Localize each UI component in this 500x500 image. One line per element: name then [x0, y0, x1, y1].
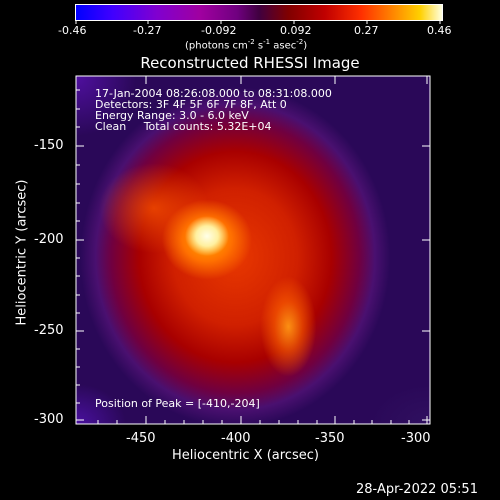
x-tick-label: -400: [221, 431, 251, 446]
colorbar-tick: 0.46: [427, 24, 452, 37]
unit-sup: -2: [296, 38, 304, 46]
colorbar-tick: 0.092: [280, 24, 312, 37]
colorbar-tick: 0.27: [354, 24, 379, 37]
y-tick-label: -200: [34, 232, 64, 247]
x-tick-label: -300: [401, 431, 431, 446]
y-tick-label: -150: [34, 138, 64, 153]
colorbar-unit: (photons cm-2 s-1 asec-2): [185, 38, 307, 51]
rhessi-image: [76, 76, 430, 424]
colorbar-tick: -0.46: [58, 24, 87, 37]
unit-text: asec: [270, 40, 297, 52]
plot-title: Reconstructed RHESSI Image: [140, 54, 360, 72]
unit-sup: -2: [247, 38, 255, 46]
colorbar-tick: -0.27: [133, 24, 162, 37]
info-line: Energy Range: 3.0 - 6.0 keV: [95, 109, 249, 122]
unit-text: (photons cm: [185, 40, 248, 52]
unit-sup: -1: [263, 38, 271, 46]
colorbar-tick: -0.092: [201, 24, 237, 37]
y-tick-label: -300: [34, 412, 64, 427]
unit-text: ): [303, 40, 308, 52]
y-tick-label: -250: [34, 323, 64, 338]
info-line: 17-Jan-2004 08:26:08.000 to 08:31:08.000: [95, 87, 332, 100]
x-tick-label: -350: [315, 431, 345, 446]
info-line: Clean Total counts: 5.32E+04: [95, 120, 272, 133]
unit-text: s: [254, 40, 264, 52]
colorbar: [75, 4, 443, 21]
x-tick-label: -450: [126, 431, 156, 446]
limb-dark-corner: [76, 76, 430, 424]
peak-position: Position of Peak = [-410,-204]: [95, 397, 260, 410]
footer-date: 28-Apr-2022 05:51: [356, 482, 478, 497]
y-axis-label: Heliocentric Y (arcsec): [14, 179, 30, 326]
x-axis-label: Heliocentric X (arcsec): [172, 448, 319, 463]
info-line: Detectors: 3F 4F 5F 6F 7F 8F, Att 0: [95, 98, 287, 111]
